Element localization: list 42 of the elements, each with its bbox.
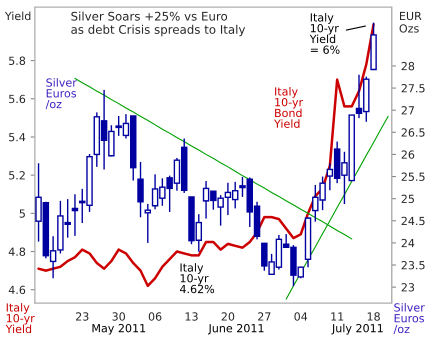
annotation: Italy 10-yr Bond Yield: [274, 87, 304, 128]
text: June 2011: [208, 324, 264, 334]
x-tick-label: 04: [294, 312, 308, 321]
y2-axis-title: EUR Ozs: [400, 12, 422, 33]
x-tick-label: 18: [368, 312, 380, 321]
text: May 2011: [92, 324, 146, 335]
y2-tick-label: 26: [402, 150, 414, 159]
y-tick-label: 5.4: [9, 133, 26, 142]
y2-tick-label: 24.5: [402, 216, 425, 226]
text: Italy 10-yr Yield: [6, 303, 35, 334]
y-tick-label: 5.8: [9, 56, 26, 65]
annotation: Silver Euros /oz: [46, 78, 77, 110]
text: Silver Soars +25% vs Euro as debt Crisis spreads to Italy: [71, 12, 246, 36]
text: Silver Euros /oz: [394, 303, 425, 334]
y-tick-label: 5.6: [9, 94, 26, 104]
y2-tick-label: 23: [402, 283, 414, 292]
candlestick: [137, 161, 144, 218]
candlestick: [144, 203, 152, 244]
y2-tick-label: 27.5: [402, 84, 425, 92]
x-tick-label: 20: [222, 312, 234, 321]
y2-tick-label: 26.5: [402, 128, 425, 137]
y-tick-label: 4.8: [8, 247, 26, 256]
annotation: Italy 10-yr 4.62%: [180, 263, 214, 294]
candlestick: [72, 194, 78, 237]
x-tick-label: 23: [76, 312, 88, 321]
y2-tick-label: 24: [402, 238, 414, 248]
y-tick-label: 5: [20, 209, 25, 218]
annotation: Italy 10-yr Yield = 6%: [310, 13, 340, 54]
y-tick-label: 4.6: [8, 286, 26, 294]
y2-tick-label: 23.5: [402, 260, 425, 270]
y2-tick-label: 25: [402, 194, 414, 204]
x-tick-label: 11: [331, 312, 344, 321]
y-tick-label: 5.2: [9, 171, 25, 180]
x-tick-label: 13: [186, 312, 198, 321]
y2-tick-label: 28: [402, 62, 414, 70]
x-tick-label: 30: [112, 312, 125, 321]
y-axis-title: Yield: [4, 12, 30, 20]
y2-tick-label: 25.5: [402, 172, 425, 181]
x-tick-label: 27: [258, 312, 270, 321]
x-tick-label: 06: [148, 312, 162, 321]
y2-tick-label: 27: [402, 106, 414, 114]
text: July 2011: [331, 324, 383, 335]
